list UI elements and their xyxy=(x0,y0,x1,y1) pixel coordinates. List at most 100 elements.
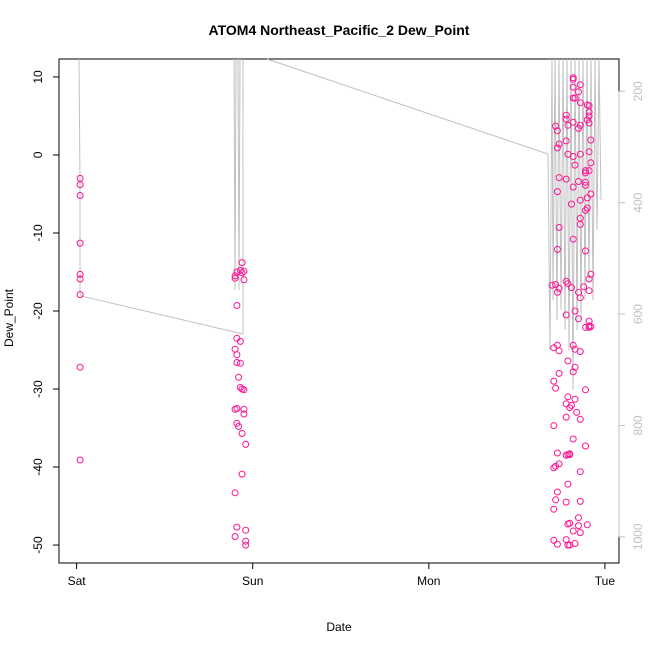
data-point xyxy=(552,496,560,504)
data-point xyxy=(242,526,250,534)
data-point xyxy=(76,239,84,247)
data-point xyxy=(582,386,589,394)
x-tick-label: Mon xyxy=(417,574,440,588)
data-point xyxy=(233,268,241,276)
data-point xyxy=(585,119,593,127)
data-point xyxy=(550,505,558,513)
data-point xyxy=(575,522,582,530)
data-point xyxy=(576,497,584,505)
profile-lines xyxy=(78,58,602,391)
data-point xyxy=(555,140,563,148)
data-point xyxy=(555,460,563,468)
data-point xyxy=(233,351,241,359)
data-point xyxy=(585,148,593,156)
data-point xyxy=(550,536,558,544)
data-point xyxy=(555,174,563,182)
data-point xyxy=(576,220,584,228)
data-point xyxy=(576,81,584,89)
data-point xyxy=(568,284,575,292)
data-point xyxy=(553,288,561,296)
data-point xyxy=(233,523,241,531)
data-point xyxy=(564,520,572,528)
data-point xyxy=(240,410,248,418)
data-point xyxy=(233,359,241,366)
y-axis: 10 0 -10 -20 -30 -40 -50 xyxy=(31,70,60,554)
data-point xyxy=(76,192,84,199)
data-point xyxy=(240,267,248,275)
data-point xyxy=(569,527,577,535)
x-tick-label: Sat xyxy=(68,574,87,588)
data-point xyxy=(555,224,563,231)
data-point xyxy=(240,405,248,413)
data-point xyxy=(238,259,246,267)
data-point xyxy=(553,144,561,152)
data-point xyxy=(582,178,589,186)
data-point xyxy=(569,368,577,376)
data-point xyxy=(585,275,593,283)
data-point xyxy=(582,442,589,450)
data-point xyxy=(569,183,577,191)
data-point xyxy=(231,489,239,497)
y-tick-label: 0 xyxy=(31,151,45,158)
y-axis-right: 200 400 600 800 1000 xyxy=(618,81,645,550)
data-point xyxy=(571,540,579,547)
data-point xyxy=(576,529,584,537)
y-tick-label: 10 xyxy=(31,70,45,84)
y-tick-label: -40 xyxy=(31,458,45,476)
data-point xyxy=(564,393,572,401)
y-right-tick-label: 800 xyxy=(631,415,645,435)
data-point xyxy=(235,423,243,430)
data-point xyxy=(568,200,575,208)
data-point xyxy=(562,137,570,145)
data-point xyxy=(571,161,579,169)
data-point xyxy=(562,451,570,459)
data-point xyxy=(585,108,593,116)
data-point xyxy=(76,291,84,299)
data-point xyxy=(580,283,588,291)
data-point xyxy=(585,167,593,175)
data-point xyxy=(550,344,558,352)
data-point xyxy=(583,204,591,212)
data-points xyxy=(76,74,595,549)
data-point xyxy=(569,435,577,443)
data-point xyxy=(569,75,577,83)
chart-title: ATOM4 Northeast_Pacific_2 Dew_Point xyxy=(209,22,470,38)
data-point xyxy=(582,181,589,189)
data-point xyxy=(238,430,246,437)
data-point xyxy=(583,194,591,202)
data-point xyxy=(552,122,560,130)
data-point xyxy=(575,88,582,96)
data-point xyxy=(238,269,246,277)
data-point xyxy=(566,451,574,459)
data-point xyxy=(569,118,577,126)
data-point xyxy=(587,270,595,278)
data-point xyxy=(575,178,582,185)
data-point xyxy=(582,247,589,255)
data-point xyxy=(553,449,561,457)
y-tick-label: -50 xyxy=(31,536,45,554)
data-point xyxy=(576,348,584,356)
data-point xyxy=(242,541,250,549)
data-point xyxy=(550,464,558,472)
data-point xyxy=(553,127,561,135)
data-point xyxy=(585,287,593,295)
data-point xyxy=(564,121,572,129)
data-point xyxy=(587,159,595,167)
x-axis-label: Date xyxy=(326,620,352,634)
x-tick-label: Tue xyxy=(595,574,616,588)
data-point xyxy=(548,281,556,289)
data-point xyxy=(571,94,579,102)
data-point xyxy=(585,112,593,120)
data-point xyxy=(587,323,595,331)
data-point xyxy=(576,99,584,107)
data-point xyxy=(564,480,572,488)
data-point xyxy=(569,83,577,91)
data-point xyxy=(566,404,574,412)
data-point xyxy=(576,468,584,476)
data-point xyxy=(583,521,591,529)
data-point xyxy=(553,188,561,196)
data-point xyxy=(587,190,595,198)
data-point xyxy=(238,470,246,478)
data-point xyxy=(552,281,560,288)
data-point xyxy=(587,136,595,144)
